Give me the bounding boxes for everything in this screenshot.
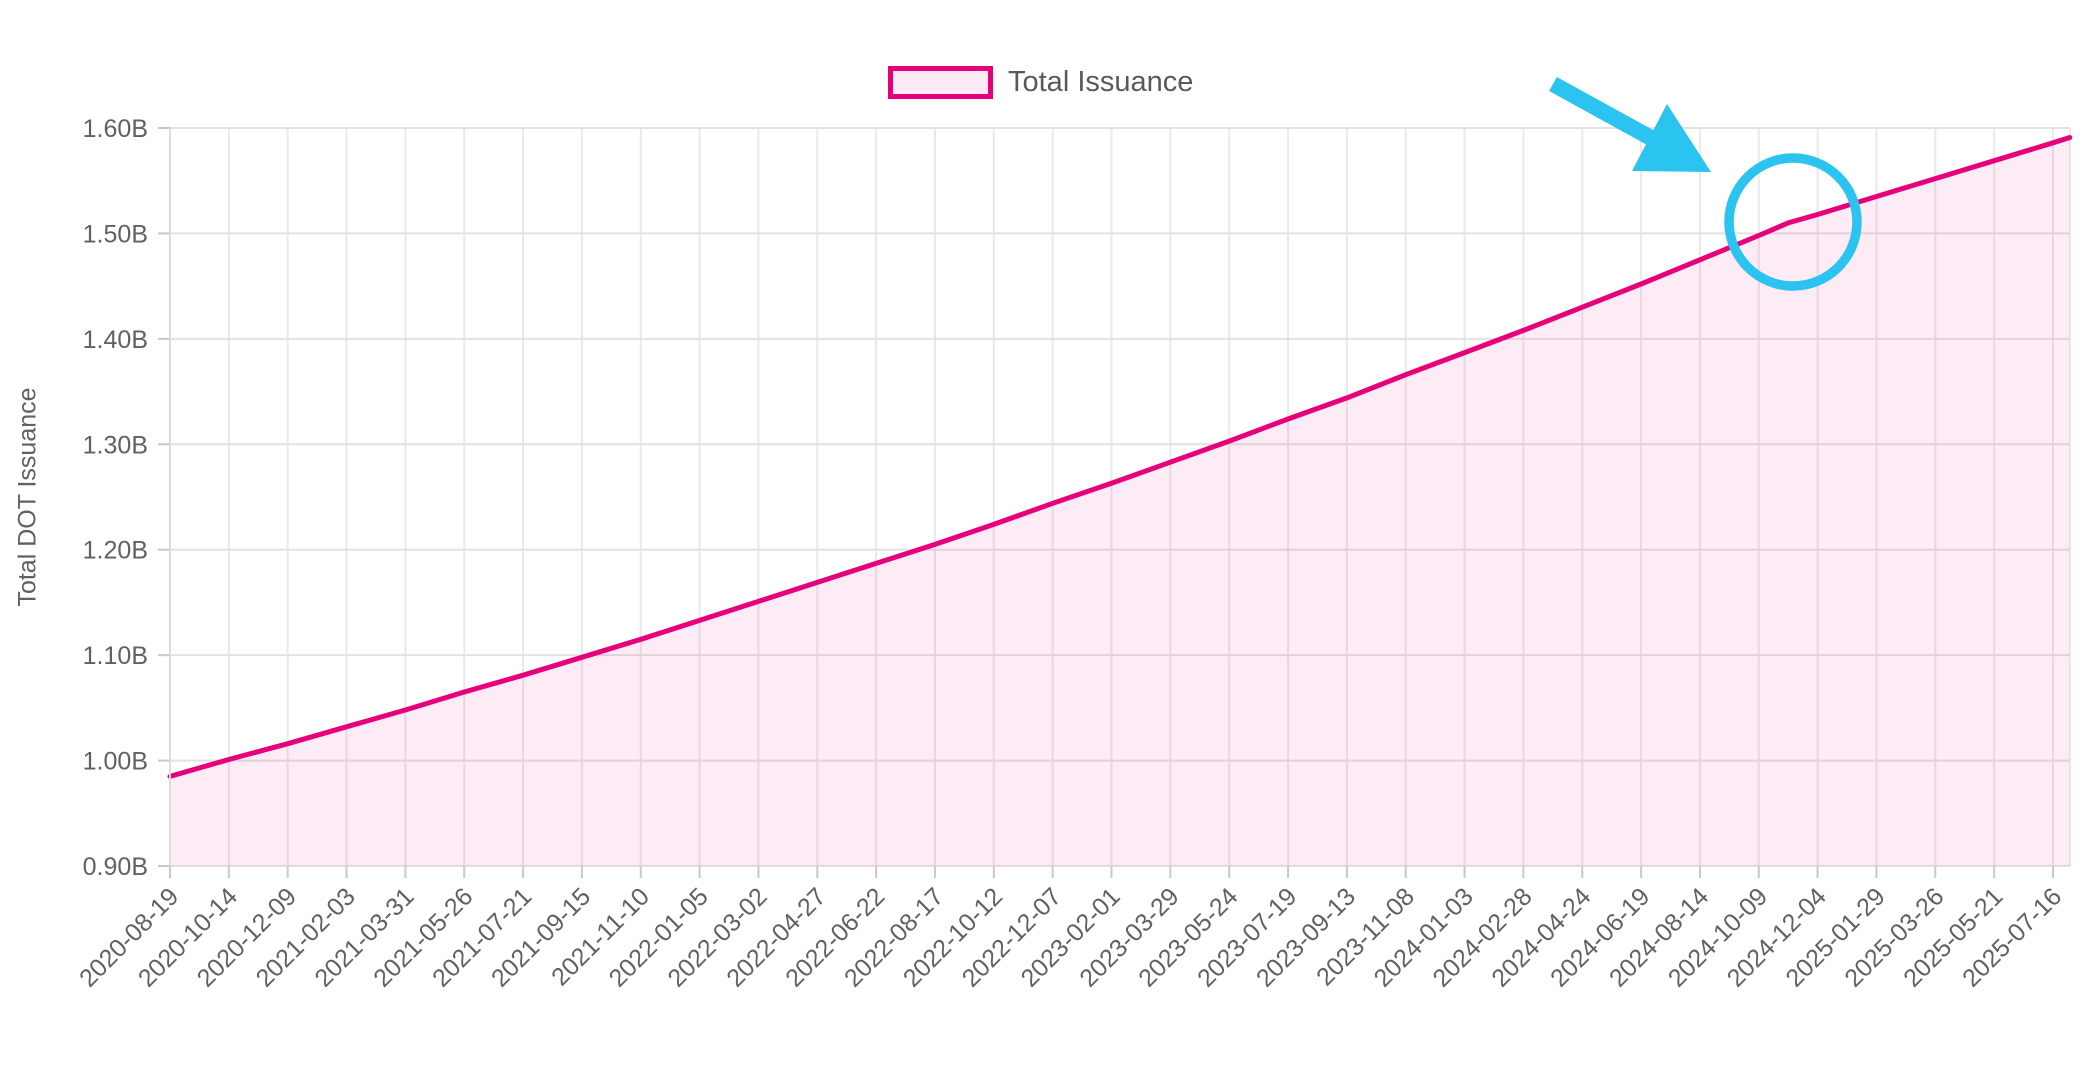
series-layer: [167, 135, 2073, 867]
y-axis-tick-label: 1.20B: [83, 537, 148, 565]
annotation-arrow-shaft: [1549, 76, 1655, 146]
issuance-line: [167, 135, 2073, 779]
legend-item-total-issuance[interactable]: Total Issuance: [888, 66, 1193, 99]
legend-swatch-icon: [888, 66, 993, 99]
y-axis-tick-label: 1.10B: [83, 642, 148, 670]
legend-label: Total Issuance: [1008, 66, 1194, 98]
y-axis-tick-label: 1.40B: [83, 326, 148, 354]
annotation-group: [1549, 76, 1862, 291]
annotation-highlight-circle: [1724, 153, 1862, 291]
y-axis-tick-label: 1.00B: [83, 748, 148, 776]
y-axis-title: Total DOT Issuance: [13, 387, 42, 607]
y-axis-tick-label: 1.60B: [83, 115, 148, 143]
y-axis-tick-label: 1.50B: [83, 220, 148, 248]
y-axis-tick-label: 1.30B: [83, 431, 148, 459]
annotation-arrow-head-icon: [1632, 104, 1711, 172]
gridlines-layer: [169, 127, 2071, 867]
y-axis-tick-label: 0.90B: [83, 853, 148, 881]
issuance-area-fill[interactable]: [170, 137, 2070, 867]
